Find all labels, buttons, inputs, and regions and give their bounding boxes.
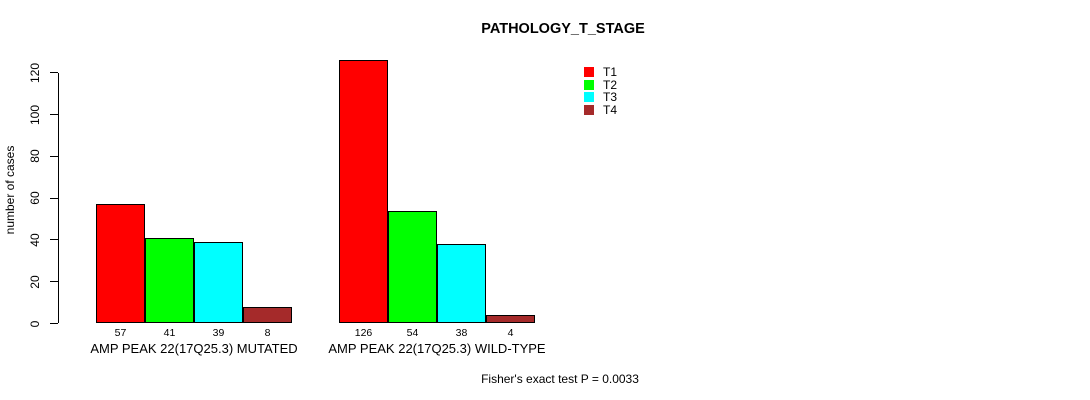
- bar-value-label: 8: [264, 327, 271, 339]
- bar-t4-group2: [486, 315, 535, 324]
- legend-swatch-t3: [584, 92, 594, 103]
- y-tick: [50, 197, 58, 199]
- legend-item: T4: [584, 102, 618, 117]
- bar-t1-group2: [339, 60, 388, 324]
- bar-t4-group1: [243, 306, 292, 324]
- y-tick-label: 60: [28, 191, 42, 205]
- chart-title: PATHOLOGY_T_STAGE: [481, 21, 645, 37]
- legend-label: T2: [603, 77, 618, 92]
- legend-item: T3: [584, 90, 618, 105]
- legend-swatch-t1: [584, 67, 594, 77]
- bar-value-label: 38: [455, 327, 468, 339]
- legend-label: T1: [603, 65, 618, 79]
- y-tick: [50, 72, 58, 74]
- bar-t2-group1: [145, 237, 194, 324]
- legend-label: T4: [603, 102, 618, 117]
- bar-value-label: 41: [163, 327, 176, 339]
- legend-label: T3: [603, 90, 618, 105]
- group-label: AMP PEAK 22(17Q25.3) MUTATED: [90, 341, 298, 356]
- bar-value-label: 4: [507, 327, 514, 339]
- y-tick-label: 40: [28, 233, 42, 247]
- group-label: AMP PEAK 22(17Q25.3) WILD-TYPE: [328, 341, 546, 356]
- bar-value-label: 54: [406, 327, 419, 339]
- y-tick-label: 80: [28, 149, 42, 163]
- bar-value-label: 39: [212, 327, 225, 339]
- y-tick: [50, 114, 58, 115]
- y-tick: [50, 239, 58, 241]
- y-tick-label: 0: [28, 320, 42, 327]
- legend-swatch-t4: [584, 104, 594, 115]
- legend-item: T2: [584, 77, 618, 92]
- legend-item: T1: [584, 65, 618, 79]
- bar-value-label: 126: [354, 327, 373, 339]
- bar-t2-group2: [388, 210, 437, 324]
- bar-t1-group1: [96, 204, 145, 324]
- y-tick: [50, 281, 58, 283]
- y-tick: [50, 323, 58, 324]
- legend: T1 T2 T3 T4: [584, 65, 618, 117]
- bar-t3-group2: [437, 244, 486, 324]
- y-axis-line: [58, 72, 59, 324]
- y-tick-label: 120: [28, 62, 42, 83]
- y-tick-label: 20: [28, 275, 42, 289]
- fisher-test-note: Fisher's exact test P = 0.0033: [481, 372, 639, 386]
- bar-t3-group1: [194, 241, 243, 324]
- y-tick: [50, 155, 58, 157]
- y-tick-label: 100: [28, 104, 42, 125]
- legend-swatch-t2: [584, 79, 594, 90]
- bar-value-label: 57: [114, 327, 127, 339]
